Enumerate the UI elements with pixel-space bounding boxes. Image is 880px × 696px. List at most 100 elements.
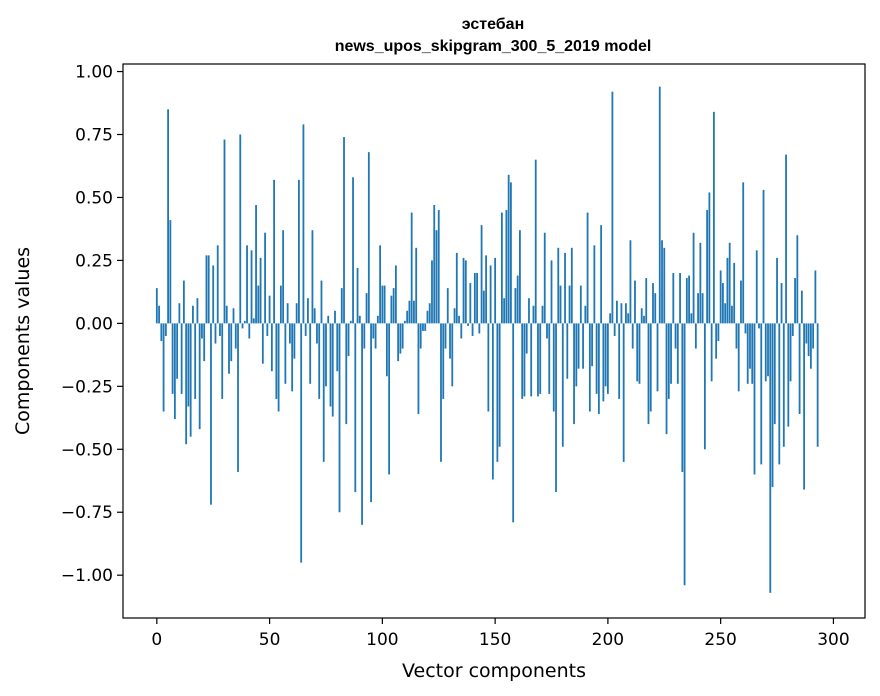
bar [180, 323, 183, 394]
bar [431, 260, 433, 324]
bar [252, 318, 255, 324]
bar [388, 323, 391, 475]
bar [223, 139, 226, 324]
bar [688, 275, 690, 324]
bar [316, 323, 318, 344]
bar [385, 323, 388, 377]
bar [268, 295, 271, 324]
bar [577, 323, 580, 369]
bar [625, 303, 627, 324]
bar [674, 323, 677, 349]
bar [482, 290, 485, 324]
bar [444, 323, 447, 349]
bar [755, 250, 758, 324]
bar [228, 323, 230, 374]
chart-title: эстебан [462, 16, 525, 33]
bar [187, 323, 190, 407]
bar [543, 232, 546, 324]
bar [232, 308, 235, 324]
bar [451, 323, 454, 387]
bar [399, 323, 402, 354]
bar [487, 323, 490, 412]
x-tick-label: 50 [259, 630, 281, 650]
bar [683, 323, 686, 586]
bar [708, 192, 711, 324]
bar [557, 247, 560, 324]
bar [692, 232, 695, 324]
bar [712, 111, 715, 324]
bar [622, 323, 625, 462]
bar [189, 323, 192, 437]
x-tick-label: 300 [817, 630, 849, 650]
bar [435, 230, 438, 324]
bar [597, 323, 600, 415]
bar [532, 305, 535, 324]
bar [458, 315, 460, 324]
bar [604, 323, 607, 387]
bar [771, 323, 774, 488]
x-tick-label: 100 [366, 630, 398, 650]
bar [665, 323, 668, 435]
plot-area-frame [122, 63, 866, 619]
bar [496, 323, 499, 462]
bar [185, 323, 188, 445]
bar [670, 323, 672, 384]
bar [566, 323, 569, 379]
bar [521, 323, 524, 399]
bar [286, 303, 289, 324]
bar [288, 323, 291, 344]
bar [415, 247, 418, 324]
bar [586, 212, 589, 324]
y-axis: −1.00 −0.75 −0.50 −0.25 0.00 0.25 0.50 0.75 1.00 [61, 63, 123, 586]
y-tick-label: 0.00 [75, 314, 113, 334]
bar [243, 320, 246, 324]
y-tick-label: 1.00 [75, 63, 113, 83]
bar [329, 323, 332, 407]
bar [255, 205, 257, 324]
bar [737, 323, 740, 392]
bar [728, 242, 731, 324]
x-axis: 0 50 100 150 200 250 300 [151, 618, 850, 650]
bar [437, 210, 440, 324]
bar [643, 315, 645, 324]
bar [694, 323, 697, 349]
bar [374, 323, 377, 349]
bar [753, 323, 756, 475]
bar [320, 280, 323, 324]
bar [379, 245, 381, 324]
y-tick-label: −0.50 [61, 440, 113, 460]
bar [679, 273, 681, 324]
bar [789, 323, 792, 382]
bar [525, 323, 528, 354]
bar [568, 285, 571, 324]
y-tick-label: 0.75 [75, 126, 113, 146]
bar [685, 278, 688, 324]
bar [279, 285, 282, 324]
y-tick-label: 0.50 [75, 188, 113, 208]
bar [241, 323, 244, 329]
bar [336, 323, 339, 372]
bar [295, 303, 298, 324]
bar [413, 300, 415, 324]
bar [221, 323, 224, 399]
bar [210, 323, 212, 505]
bar [273, 179, 275, 324]
bar [331, 323, 334, 417]
bar [270, 323, 273, 372]
bar [618, 323, 621, 399]
bar [609, 313, 612, 324]
bar [715, 323, 718, 359]
x-tick-label: 250 [704, 630, 736, 650]
bar [313, 308, 316, 324]
bar [701, 293, 704, 324]
bar [629, 240, 632, 324]
bar [207, 255, 210, 324]
bar [681, 323, 684, 472]
bar [257, 285, 260, 324]
bar [489, 265, 492, 324]
bar [401, 323, 404, 349]
bar [631, 323, 634, 349]
bar [663, 247, 666, 324]
bar [767, 323, 769, 377]
bar [658, 86, 661, 324]
